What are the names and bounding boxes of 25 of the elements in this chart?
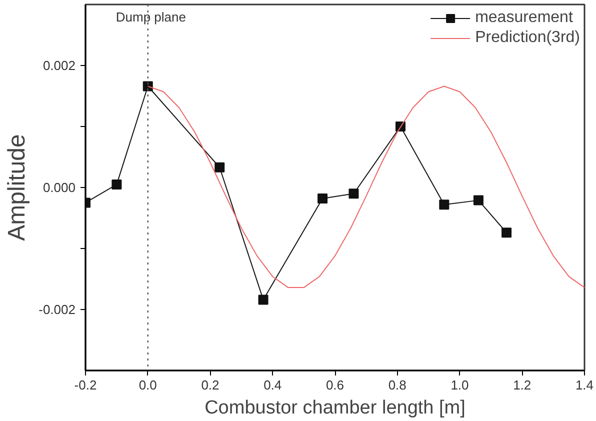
y-axis-title: Amplitude: [4, 134, 31, 241]
x-tick-label: 1.0: [450, 378, 469, 392]
point: [112, 179, 122, 190]
y-tick-label: 0.002: [42, 58, 76, 73]
point: [348, 188, 359, 199]
point: [214, 162, 225, 172]
point: [258, 294, 268, 305]
x-tick-label: 0.0: [138, 378, 157, 392]
x-tick-label: 0.6: [326, 378, 344, 392]
y-tick-label: -0.002: [38, 302, 76, 317]
x-tick-label: 0.8: [388, 378, 406, 392]
x-tick-label: -0.2: [74, 378, 97, 392]
point: [318, 193, 328, 204]
x-tick-label: 1.2: [513, 378, 532, 392]
legend-label: measurement: [475, 9, 573, 27]
x-tick-label: 0.4: [264, 378, 282, 392]
x-axis-title: Combustor chamber length [m]: [204, 398, 466, 418]
legend-label: Prediction(3rd): [475, 29, 580, 47]
y-tick-label: 0.000: [42, 180, 76, 195]
point: [473, 195, 484, 206]
ref-line-label: Dump plane: [116, 10, 186, 24]
point: [439, 200, 450, 210]
point: [502, 228, 512, 238]
x-tick-label: 1.4: [575, 378, 594, 392]
x-tick-label: 0.2: [201, 378, 220, 392]
